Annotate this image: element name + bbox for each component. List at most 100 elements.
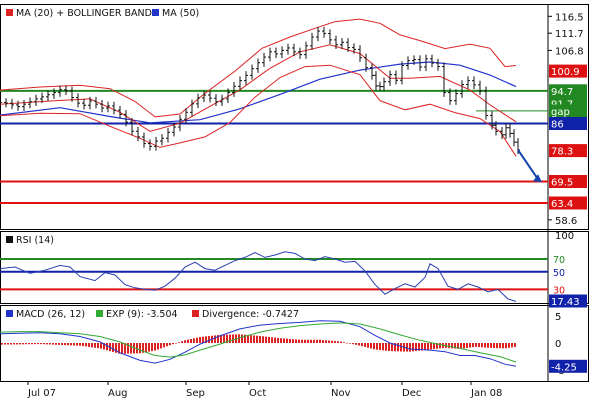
divergence-bar [334, 340, 336, 343]
panel-frame-rsi [0, 231, 589, 304]
divergence-bar [268, 336, 270, 343]
divergence-bar [103, 343, 105, 350]
series-exp [0, 322, 517, 363]
x-tick-label-6: Jan 08 [470, 388, 502, 399]
divergence-bar [511, 343, 513, 348]
legend-label-macd-0: MACD (26, 12) [16, 309, 85, 320]
forecast-arrow-head [533, 174, 542, 183]
price-level-label-0-box [549, 64, 587, 78]
divergence-bar [16, 343, 18, 345]
divergence-bar [463, 343, 465, 349]
divergence-bar [376, 343, 378, 350]
divergence-bar [283, 338, 285, 343]
divergence-bar [415, 343, 417, 352]
divergence-bar [145, 343, 147, 353]
divergence-bar [178, 342, 180, 343]
divergence-bar [151, 343, 153, 352]
divergence-bar [451, 343, 453, 349]
x-tick-label-5: Dec [402, 388, 421, 399]
divergence-bar [82, 343, 84, 347]
divergence-bar [274, 337, 276, 343]
divergence-bar [340, 341, 342, 343]
divergence-bar [277, 337, 279, 343]
series-bb_lower [0, 64, 517, 157]
divergence-bar [55, 343, 57, 345]
divergence-bar [325, 340, 327, 343]
divergence-bar [1, 343, 3, 345]
divergence-bar [322, 339, 324, 343]
divergence-bar [85, 343, 87, 347]
divergence-bar [136, 343, 138, 354]
divergence-bar [88, 343, 90, 347]
price-y-tick-label-0: 116.5 [555, 12, 584, 23]
divergence-bar [37, 343, 39, 345]
price-level-label-3: gap [551, 107, 570, 118]
series-bb_upper [0, 18, 517, 118]
legend-swatch-macd-0 [6, 310, 13, 317]
divergence-bar [229, 334, 231, 343]
x-tick-label-0: Jul 07 [27, 388, 56, 399]
divergence-bar [412, 343, 414, 352]
legend-swatch-price-1 [152, 9, 159, 16]
divergence-bar [436, 343, 438, 349]
divergence-bar [316, 339, 318, 343]
macd-current-box [549, 359, 587, 373]
price-level-label-1: 94.7 [551, 87, 573, 98]
divergence-bar [166, 343, 168, 347]
divergence-bar [49, 343, 51, 345]
divergence-bar [142, 343, 144, 353]
divergence-bar [172, 343, 174, 345]
rsi-y-tick-label-0: 100 [555, 231, 574, 242]
divergence-bar [280, 338, 282, 343]
divergence-bar [217, 335, 219, 343]
macd-y-tick-label-0: 5 [555, 312, 561, 323]
price-y-tick-label-2: 106.8 [555, 46, 584, 57]
divergence-bar [31, 343, 33, 345]
legend-label-price-1: MA (50) [162, 8, 199, 19]
divergence-bar [196, 337, 198, 343]
divergence-bar [13, 343, 15, 345]
divergence-bar [295, 339, 297, 343]
divergence-bar [385, 343, 387, 351]
divergence-bar [454, 343, 456, 349]
macd-current: -4.25 [551, 362, 577, 373]
divergence-bar [205, 336, 207, 343]
legend-label-rsi: RSI (14) [16, 235, 54, 246]
divergence-bar [133, 343, 135, 354]
x-tick-label-3: Oct [249, 388, 266, 399]
macd-y-tick-label-1: 0 [555, 339, 561, 350]
divergence-bar [199, 337, 201, 343]
divergence-bar [10, 343, 12, 345]
divergence-bar [25, 343, 27, 345]
divergence-bar [508, 343, 510, 348]
divergence-bar [406, 343, 408, 352]
divergence-bar [241, 334, 243, 343]
divergence-bar [175, 343, 177, 344]
divergence-bar [424, 343, 426, 351]
divergence-bar [301, 339, 303, 343]
divergence-bar [475, 343, 477, 347]
price-level-label-6: 69.5 [551, 178, 573, 189]
divergence-bar [289, 338, 291, 343]
rsi-level-label-0: 70 [553, 255, 565, 266]
divergence-bar [304, 339, 306, 343]
divergence-bar [409, 343, 411, 352]
divergence-bar [163, 343, 165, 348]
x-tick-label-4: Nov [331, 388, 351, 399]
divergence-bar [208, 336, 210, 343]
divergence-bar [19, 343, 21, 345]
divergence-bar [73, 343, 75, 346]
divergence-bar [160, 343, 162, 349]
divergence-bar [40, 343, 42, 345]
price-level-label-7: 63.4 [551, 199, 573, 210]
price-level-label-1-box [549, 84, 587, 98]
price-level-label-0: 100.9 [551, 67, 580, 78]
series-macd [0, 320, 517, 367]
divergence-bar [70, 343, 72, 346]
divergence-bar [250, 335, 252, 343]
divergence-bar [337, 341, 339, 343]
divergence-bar [328, 340, 330, 343]
divergence-bar [115, 343, 117, 353]
divergence-bar [499, 343, 501, 349]
